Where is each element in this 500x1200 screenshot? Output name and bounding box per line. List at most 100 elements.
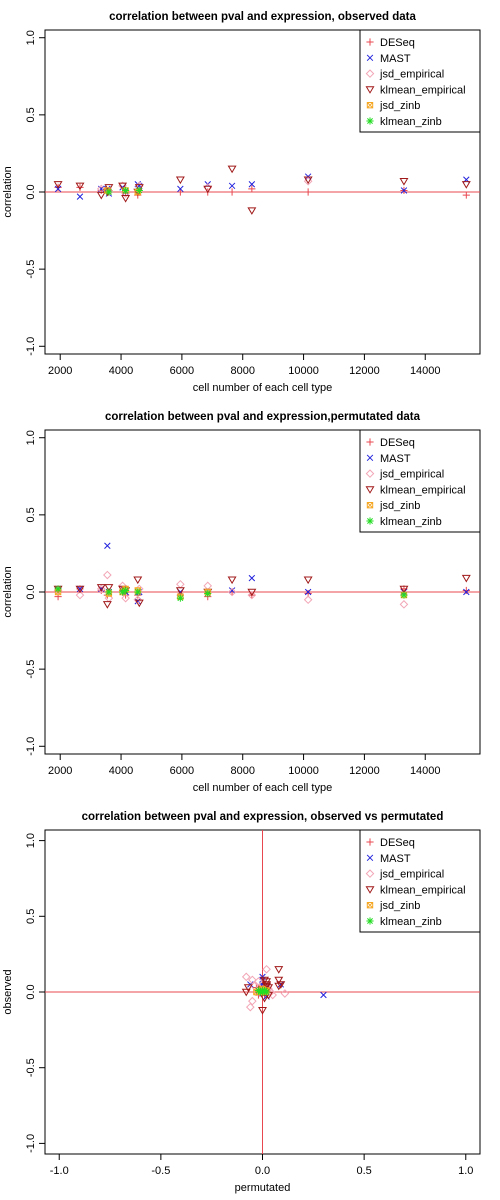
series-jsd-empirical bbox=[53, 570, 409, 609]
series-DESeq bbox=[54, 585, 470, 601]
x-tick-label: 12000 bbox=[349, 365, 380, 377]
legend-marker bbox=[366, 917, 374, 925]
data-point bbox=[303, 176, 313, 186]
x-tick-label: 6000 bbox=[170, 765, 194, 777]
y-axis-label: correlation bbox=[2, 566, 14, 617]
legend-label: DESeq bbox=[380, 37, 415, 49]
data-point bbox=[399, 600, 409, 609]
data-point bbox=[462, 586, 470, 595]
x-tick-label: 0.5 bbox=[356, 1165, 371, 1177]
x-axis-label: cell number of each cell type bbox=[193, 782, 332, 794]
data-point bbox=[227, 587, 237, 597]
x-tick-label: 8000 bbox=[230, 365, 254, 377]
data-point bbox=[105, 588, 113, 596]
data-point bbox=[121, 593, 130, 603]
data-point bbox=[134, 598, 142, 605]
data-point bbox=[133, 576, 143, 585]
series-klmean-zinb bbox=[105, 186, 143, 196]
legend-label: klmean_empirical bbox=[380, 84, 466, 96]
legend-marker bbox=[366, 438, 374, 446]
data-point bbox=[320, 991, 327, 999]
data-point bbox=[304, 588, 312, 596]
data-point bbox=[247, 207, 257, 215]
legend-label: jsd_empirical bbox=[379, 69, 444, 81]
series-klmean-zinb bbox=[54, 585, 408, 602]
y-tick-label: -1.0 bbox=[25, 337, 37, 356]
data-point bbox=[461, 574, 471, 583]
x-tick-label: 10000 bbox=[288, 365, 319, 377]
data-point bbox=[102, 601, 112, 609]
y-tick-label: -1.0 bbox=[25, 1134, 37, 1153]
data-point bbox=[228, 182, 236, 190]
data-point bbox=[54, 585, 62, 593]
data-point bbox=[462, 191, 470, 199]
y-tick-label: 1.0 bbox=[25, 30, 37, 45]
legend-marker bbox=[366, 38, 374, 46]
y-tick-label: 0.0 bbox=[25, 584, 37, 599]
legend-label: klmean_empirical bbox=[380, 884, 466, 896]
legend-marker bbox=[366, 902, 374, 909]
legend-marker bbox=[366, 838, 374, 846]
legend-label: MAST bbox=[380, 453, 411, 465]
data-point bbox=[177, 185, 184, 193]
data-point bbox=[260, 994, 270, 1003]
series-MAST bbox=[54, 173, 470, 200]
legend-marker bbox=[365, 86, 375, 94]
data-point bbox=[118, 588, 127, 596]
x-axis-label: permutated bbox=[235, 1182, 291, 1194]
data-point bbox=[461, 181, 471, 189]
data-point bbox=[134, 184, 144, 192]
data-point bbox=[203, 581, 213, 591]
data-point bbox=[247, 590, 257, 600]
legend-box bbox=[359, 429, 481, 533]
legend-label: jsd_zinb bbox=[379, 900, 420, 912]
data-point bbox=[105, 188, 113, 196]
y-axis-label: correlation bbox=[2, 166, 14, 217]
data-point bbox=[280, 989, 290, 998]
data-point bbox=[243, 984, 253, 992]
chart-panel-1: correlation between pval and expression,… bbox=[2, 11, 481, 394]
data-point bbox=[175, 176, 185, 185]
legend-label: jsd_zinb bbox=[379, 100, 420, 112]
data-point bbox=[248, 996, 257, 1006]
data-point bbox=[399, 178, 409, 186]
legend-marker bbox=[366, 102, 374, 109]
data-point bbox=[135, 186, 143, 195]
x-tick-label: 2000 bbox=[48, 365, 72, 377]
data-point bbox=[274, 966, 284, 974]
legend-label: jsd_empirical bbox=[379, 869, 444, 881]
series-klmean-empirical bbox=[241, 966, 286, 1015]
legend-marker bbox=[366, 517, 374, 525]
data-point bbox=[103, 570, 112, 580]
x-tick-label: 2000 bbox=[48, 765, 72, 777]
y-tick-label: -1.0 bbox=[25, 737, 37, 756]
y-axis-label: observed bbox=[2, 969, 14, 1014]
data-point bbox=[399, 585, 409, 594]
data-point bbox=[303, 595, 313, 605]
data-point bbox=[122, 586, 130, 595]
data-point bbox=[204, 589, 212, 598]
data-point bbox=[245, 1002, 255, 1012]
data-point bbox=[400, 187, 408, 194]
x-tick-label: 4000 bbox=[109, 765, 133, 777]
data-point bbox=[247, 588, 257, 597]
data-point bbox=[400, 591, 408, 599]
data-point bbox=[96, 191, 106, 200]
data-point bbox=[274, 976, 284, 985]
data-point bbox=[118, 182, 128, 191]
data-point bbox=[248, 574, 256, 582]
y-tick-label: -0.5 bbox=[25, 1058, 37, 1077]
data-point bbox=[463, 588, 470, 596]
y-tick-label: 0.5 bbox=[25, 507, 37, 522]
data-point bbox=[96, 584, 106, 594]
x-tick-label: 12000 bbox=[349, 765, 380, 777]
y-tick-label: -0.5 bbox=[25, 660, 37, 679]
legend-box bbox=[359, 829, 481, 933]
legend-marker bbox=[365, 469, 375, 478]
x-tick-label: 14000 bbox=[410, 765, 441, 777]
data-point bbox=[248, 181, 256, 188]
chart-panel-3: correlation between pval and expression,… bbox=[2, 811, 481, 1194]
legend-marker bbox=[366, 117, 374, 125]
legend-label: DESeq bbox=[380, 837, 415, 849]
data-point bbox=[241, 972, 251, 982]
